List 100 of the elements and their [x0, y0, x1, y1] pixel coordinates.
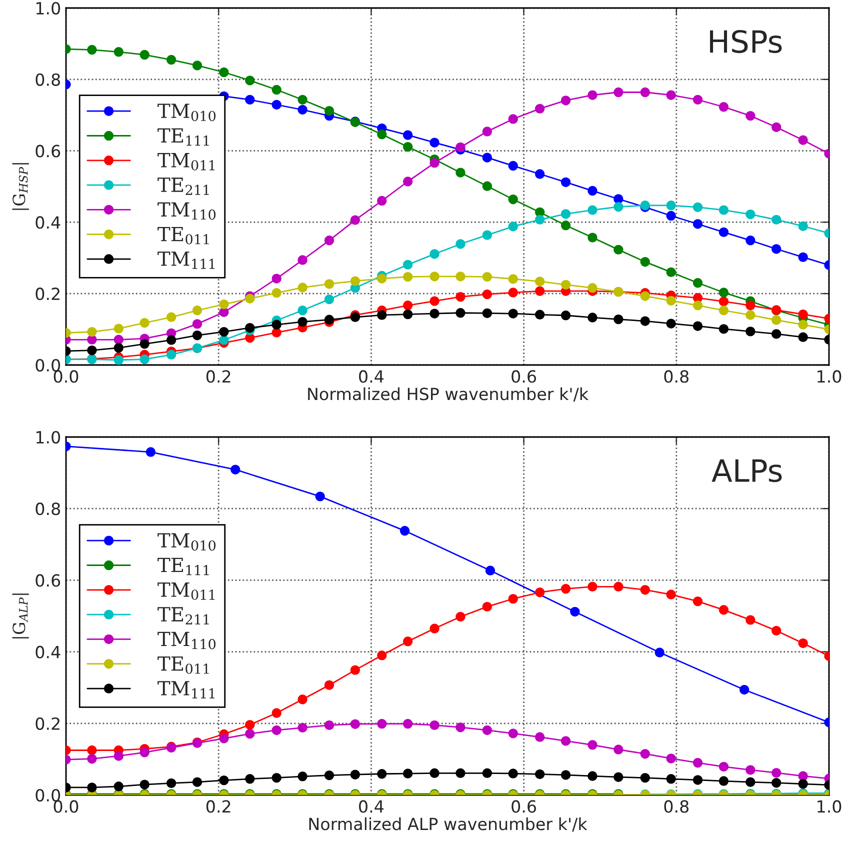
- point: [692, 758, 703, 768]
- point: [692, 321, 703, 331]
- point: [140, 780, 150, 790]
- point: [230, 464, 240, 474]
- point: [508, 194, 518, 204]
- point: [614, 87, 624, 98]
- legend-label: TE$_{211}$: [158, 178, 209, 195]
- point: [588, 232, 598, 242]
- point: [324, 294, 334, 304]
- point: [588, 740, 598, 750]
- legend-label: TM$_{010}$: [158, 104, 216, 122]
- point: [192, 319, 202, 329]
- point: [508, 288, 518, 298]
- point: [298, 772, 308, 782]
- y-tick-label: 0.0: [36, 788, 60, 802]
- point: [614, 194, 624, 204]
- point: [350, 665, 360, 675]
- point: [508, 274, 518, 284]
- point: [560, 177, 571, 188]
- point: [140, 318, 150, 328]
- point: [482, 602, 492, 612]
- point: [219, 326, 229, 337]
- point: [640, 316, 650, 326]
- point: [219, 335, 229, 345]
- point: [298, 306, 308, 316]
- point: [570, 606, 580, 617]
- point: [508, 160, 518, 171]
- point: [482, 126, 492, 136]
- legend-label: TE$_{211}$: [158, 607, 209, 624]
- point: [718, 776, 729, 786]
- point: [140, 50, 150, 60]
- point: [666, 754, 676, 764]
- point: [272, 772, 282, 783]
- point: [666, 200, 676, 210]
- point: [456, 239, 466, 249]
- point: [666, 210, 676, 221]
- point: [402, 636, 413, 646]
- x-tick-label: 1.0: [818, 800, 842, 813]
- point: [350, 719, 360, 729]
- x-tick-label: 0.8: [664, 370, 689, 383]
- point: [272, 84, 282, 95]
- point: [456, 292, 466, 302]
- legend-label: TE$_{011}$: [158, 226, 209, 244]
- point: [666, 267, 676, 278]
- point: [482, 768, 492, 778]
- point: [87, 44, 97, 55]
- point: [430, 308, 440, 318]
- point: [560, 280, 571, 290]
- point: [114, 343, 124, 353]
- point: [746, 300, 756, 310]
- point: [298, 104, 308, 115]
- point: [640, 748, 650, 759]
- point: [272, 100, 282, 110]
- point: [166, 54, 176, 65]
- point: [614, 244, 624, 255]
- legend-label: TM$_{110}$: [158, 632, 216, 650]
- point: [614, 744, 624, 754]
- point: [588, 205, 598, 215]
- point: [798, 252, 808, 262]
- point: [614, 772, 624, 782]
- point: [324, 314, 334, 325]
- point: [402, 130, 413, 140]
- legend-label: TE$_{011}$: [158, 656, 209, 674]
- annotation: HSPs: [710, 30, 782, 54]
- point: [350, 770, 360, 780]
- point: [298, 722, 308, 733]
- point: [298, 316, 308, 327]
- point: [219, 734, 229, 744]
- point: [456, 722, 466, 732]
- point: [402, 142, 413, 152]
- point: [692, 94, 703, 105]
- legend-label: TE$_{111}$: [158, 558, 209, 576]
- point: [771, 214, 782, 225]
- point: [771, 122, 782, 132]
- point: [560, 310, 571, 320]
- point: [666, 774, 676, 784]
- point: [430, 768, 440, 778]
- point: [430, 158, 440, 168]
- point: [746, 777, 756, 787]
- x-tick-label: 0.4: [359, 370, 384, 383]
- point: [430, 296, 440, 306]
- point: [430, 249, 440, 259]
- y-tick-label: 0.6: [36, 574, 60, 587]
- point: [377, 196, 387, 206]
- legend-label: TM$_{010}$: [158, 533, 216, 551]
- point: [508, 308, 518, 318]
- point: [324, 680, 334, 690]
- point: [430, 272, 440, 282]
- legend-label: TM$_{011}$: [158, 153, 214, 170]
- point: [166, 350, 176, 360]
- point: [114, 355, 124, 365]
- point: [430, 624, 440, 634]
- point: [692, 202, 703, 212]
- point: [534, 276, 545, 286]
- point: [456, 272, 466, 282]
- point: [508, 222, 518, 232]
- point: [402, 768, 413, 778]
- point: [746, 615, 756, 625]
- point: [560, 770, 571, 780]
- point: [482, 725, 492, 736]
